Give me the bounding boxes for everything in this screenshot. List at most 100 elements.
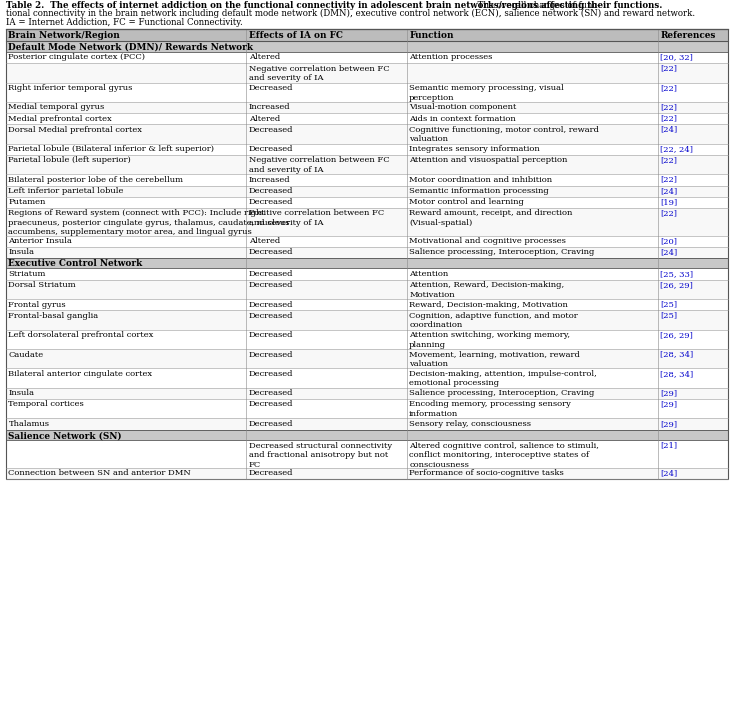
Bar bbox=[6, 185, 728, 197]
Text: Connection between SN and anterior DMN: Connection between SN and anterior DMN bbox=[9, 469, 192, 477]
Text: Function: Function bbox=[410, 31, 454, 40]
Text: Attention and visuospatial perception: Attention and visuospatial perception bbox=[410, 157, 567, 164]
Text: Altered: Altered bbox=[249, 237, 280, 245]
Text: Reward amount, receipt, and direction
(Visual-spatial): Reward amount, receipt, and direction (V… bbox=[410, 210, 573, 227]
Text: [20, 32]: [20, 32] bbox=[661, 53, 694, 62]
Text: [20]: [20] bbox=[661, 237, 677, 245]
Bar bbox=[6, 236, 728, 247]
Bar bbox=[6, 388, 728, 399]
Bar bbox=[6, 330, 728, 349]
Text: Salience Network (SN): Salience Network (SN) bbox=[9, 431, 122, 440]
Text: Decreased: Decreased bbox=[249, 301, 294, 309]
Text: [24]: [24] bbox=[661, 187, 677, 195]
Text: [24]: [24] bbox=[661, 469, 677, 477]
Text: Default Mode Network (DMN)/ Rewards Network: Default Mode Network (DMN)/ Rewards Netw… bbox=[9, 43, 253, 52]
Text: Decreased: Decreased bbox=[249, 312, 294, 320]
Text: [21]: [21] bbox=[661, 442, 677, 449]
Text: [28, 34]: [28, 34] bbox=[661, 370, 694, 378]
Text: Effects of IA on FC: Effects of IA on FC bbox=[249, 31, 343, 40]
Text: Putamen: Putamen bbox=[9, 198, 46, 206]
Text: Visual-motion component: Visual-motion component bbox=[410, 103, 517, 111]
Text: Posterior cingulate cortex (PCC): Posterior cingulate cortex (PCC) bbox=[9, 53, 145, 62]
Text: Negative correlation between FC
and severity of IA: Negative correlation between FC and seve… bbox=[249, 65, 390, 82]
Bar bbox=[6, 258, 728, 269]
Text: Decreased: Decreased bbox=[249, 469, 294, 477]
Text: Brain Network/Region: Brain Network/Region bbox=[9, 31, 120, 40]
Text: Insula: Insula bbox=[9, 389, 34, 397]
Bar bbox=[6, 269, 728, 279]
Bar bbox=[6, 124, 728, 144]
Text: Medial temporal gyrus: Medial temporal gyrus bbox=[9, 103, 105, 111]
Text: [29]: [29] bbox=[661, 420, 677, 428]
Text: Thalamus: Thalamus bbox=[9, 420, 49, 428]
Text: Negative correlation between FC
and severity of IA: Negative correlation between FC and seve… bbox=[249, 157, 390, 174]
Text: [28, 34]: [28, 34] bbox=[661, 350, 694, 358]
Text: Decreased: Decreased bbox=[249, 370, 294, 378]
Text: Motivational and cognitive processes: Motivational and cognitive processes bbox=[410, 237, 566, 245]
Text: Cognitive functioning, motor control, reward
valuation: Cognitive functioning, motor control, re… bbox=[410, 126, 599, 144]
Text: Altered: Altered bbox=[249, 53, 280, 62]
Text: Semantic information processing: Semantic information processing bbox=[410, 187, 549, 195]
Bar bbox=[6, 144, 728, 155]
Text: Increased: Increased bbox=[249, 103, 291, 111]
Text: Table 2.  The effects of internet addiction on the functional connectivity in ad: Table 2. The effects of internet addicti… bbox=[6, 1, 662, 9]
Bar bbox=[6, 102, 728, 113]
Text: Reward, Decision-making, Motivation: Reward, Decision-making, Motivation bbox=[410, 301, 568, 309]
Text: Attention, Reward, Decision-making,
Motivation: Attention, Reward, Decision-making, Moti… bbox=[410, 281, 564, 299]
Text: [22]: [22] bbox=[661, 103, 677, 111]
Text: Right inferior temporal gyrus: Right inferior temporal gyrus bbox=[9, 84, 133, 92]
Text: The overall changes of func-: The overall changes of func- bbox=[472, 1, 600, 9]
Text: Executive Control Network: Executive Control Network bbox=[9, 259, 142, 269]
Text: Salience processing, Interoception, Craving: Salience processing, Interoception, Crav… bbox=[410, 389, 595, 397]
Text: Left dorsolateral prefrontal cortex: Left dorsolateral prefrontal cortex bbox=[9, 331, 154, 339]
Text: Decreased: Decreased bbox=[249, 126, 294, 134]
Text: Movement, learning, motivation, reward
valuation: Movement, learning, motivation, reward v… bbox=[410, 350, 580, 368]
Text: Decreased: Decreased bbox=[249, 420, 294, 428]
Text: Motor coordination and inhibition: Motor coordination and inhibition bbox=[410, 176, 553, 184]
Bar bbox=[6, 399, 728, 419]
Text: [25]: [25] bbox=[661, 312, 677, 320]
Text: Increased: Increased bbox=[249, 176, 291, 184]
Text: Insula: Insula bbox=[9, 248, 34, 256]
Text: Decreased: Decreased bbox=[249, 389, 294, 397]
Text: Cognition, adaptive function, and motor
coordination: Cognition, adaptive function, and motor … bbox=[410, 312, 578, 329]
Text: [29]: [29] bbox=[661, 401, 677, 409]
Bar bbox=[6, 174, 728, 185]
Text: Decreased: Decreased bbox=[249, 84, 294, 92]
Text: Anterior Insula: Anterior Insula bbox=[9, 237, 73, 245]
Text: Frontal gyrus: Frontal gyrus bbox=[9, 301, 66, 309]
Text: [25, 33]: [25, 33] bbox=[661, 270, 694, 278]
Text: Temporal cortices: Temporal cortices bbox=[9, 401, 84, 409]
Text: Striatum: Striatum bbox=[9, 270, 46, 278]
Bar bbox=[6, 155, 728, 174]
Text: [19]: [19] bbox=[661, 198, 677, 206]
Text: Dorsal Striatum: Dorsal Striatum bbox=[9, 281, 76, 289]
Text: Decision-making, attention, impulse-control,
emotional processing: Decision-making, attention, impulse-cont… bbox=[410, 370, 597, 388]
Text: Parietal lobule (Bilateral inferior & left superior): Parietal lobule (Bilateral inferior & le… bbox=[9, 145, 214, 153]
Bar bbox=[6, 299, 728, 310]
Text: Bilateral anterior cingulate cortex: Bilateral anterior cingulate cortex bbox=[9, 370, 153, 378]
Text: Positive correlation between FC
and severity of IA: Positive correlation between FC and seve… bbox=[249, 210, 384, 227]
Text: Attention: Attention bbox=[410, 270, 448, 278]
Text: Decreased structural connectivity
and fractional anisotropy but not
FC: Decreased structural connectivity and fr… bbox=[249, 442, 392, 469]
Text: Decreased: Decreased bbox=[249, 331, 294, 339]
Bar bbox=[6, 42, 728, 52]
Text: Regions of Reward system (connect with PCC): Include right
praecuneus, posterior: Regions of Reward system (connect with P… bbox=[9, 210, 290, 236]
Text: Decreased: Decreased bbox=[249, 350, 294, 358]
Bar bbox=[6, 197, 728, 208]
Bar bbox=[6, 467, 728, 479]
Text: Performance of socio-cognitive tasks: Performance of socio-cognitive tasks bbox=[410, 469, 564, 477]
Text: Salience processing, Interoception, Craving: Salience processing, Interoception, Crav… bbox=[410, 248, 595, 256]
Text: [22]: [22] bbox=[661, 115, 677, 123]
Text: Decreased: Decreased bbox=[249, 145, 294, 153]
Bar bbox=[6, 52, 728, 63]
Text: Attention switching, working memory,
planning: Attention switching, working memory, pla… bbox=[410, 331, 570, 349]
Text: Bilateral posterior lobe of the cerebellum: Bilateral posterior lobe of the cerebell… bbox=[9, 176, 183, 184]
Bar bbox=[6, 310, 728, 330]
Text: Caudate: Caudate bbox=[9, 350, 43, 358]
Text: [24]: [24] bbox=[661, 126, 677, 134]
Bar bbox=[6, 83, 728, 102]
Text: Frontal-basal ganglia: Frontal-basal ganglia bbox=[9, 312, 98, 320]
Bar bbox=[6, 349, 728, 368]
Text: Decreased: Decreased bbox=[249, 281, 294, 289]
